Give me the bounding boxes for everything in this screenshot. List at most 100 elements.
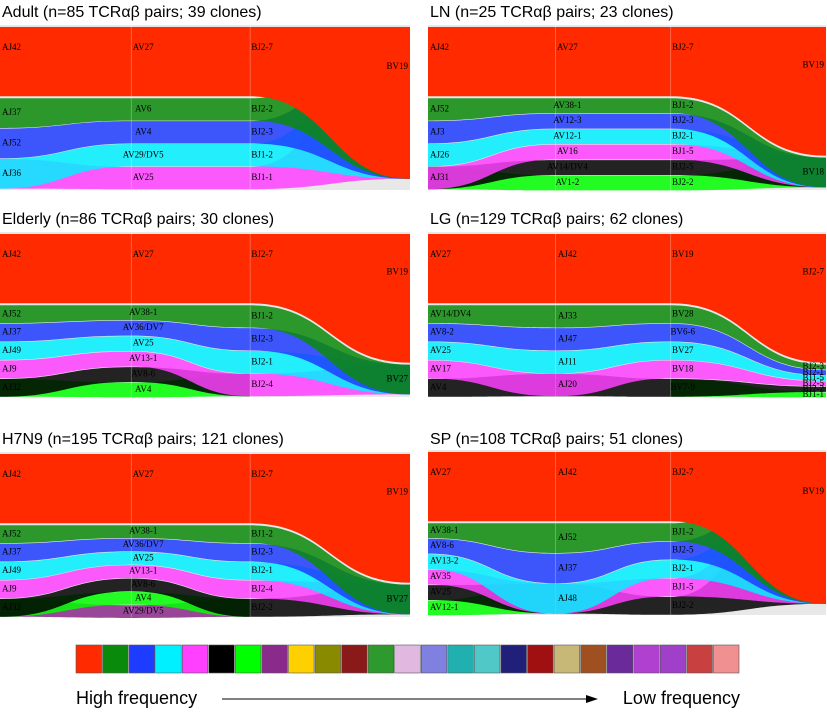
flow: [555, 523, 671, 553]
segment-label: AJ49: [2, 345, 22, 355]
segment-label: BJ2-2: [672, 600, 694, 610]
flow: [428, 305, 556, 328]
alluvial-panel: LN (n=25 TCRαβ pairs; 23 clones) AJ42 AJ52…: [428, 4, 826, 191]
segment-label: BJ2-5: [672, 545, 694, 555]
color-swatch: [155, 644, 182, 674]
segment-label: AV8-6: [131, 369, 155, 379]
segment-label: BV19: [386, 61, 408, 71]
flow: [428, 452, 556, 522]
flow: [0, 144, 132, 189]
color-swatch: [261, 644, 288, 674]
segment-label: BV6-6: [671, 327, 696, 337]
segment-label: AJ42: [558, 249, 577, 259]
segment-label: BJ2-3: [251, 126, 273, 136]
segment-label: AV16: [557, 146, 578, 156]
segment-label: AV35: [430, 571, 451, 581]
segment-label: BJ1-1: [802, 389, 824, 399]
segment-label: BJ2-3: [251, 547, 273, 557]
segment-label: AV25: [430, 587, 451, 597]
segment-label: AV4: [430, 382, 447, 392]
flow: [131, 578, 251, 617]
segment-label: AJ52: [2, 528, 21, 538]
flow: [0, 367, 132, 397]
segment-label: BV19: [386, 487, 408, 497]
flow: [555, 234, 671, 304]
flow: [555, 98, 671, 114]
flow: [0, 454, 132, 524]
flow: [428, 98, 556, 121]
flow: [428, 360, 556, 397]
segment-label: AJ49: [2, 565, 22, 575]
segment-label: AJ31: [430, 172, 449, 182]
color-swatch: [314, 644, 341, 674]
flow: [0, 351, 132, 379]
segment-label: BJ2-2: [802, 383, 824, 393]
segment-label: BJ2-5: [672, 162, 694, 172]
color-swatch: [367, 644, 395, 674]
alluvial-panel: LG (n=129 TCRαβ pairs; 62 clones) AV27 AV1…: [428, 211, 826, 399]
segment-label: AJ47: [558, 333, 578, 343]
segment-label: BJ2-7: [251, 42, 273, 52]
flow: [428, 523, 556, 553]
flow: [555, 323, 671, 351]
segment-label: AJ37: [2, 107, 22, 117]
flow: [0, 578, 132, 617]
flow: [0, 98, 132, 128]
flow: [428, 554, 556, 614]
segment-label: AV8-2: [430, 327, 454, 337]
flow: [131, 454, 251, 524]
flow: [131, 336, 251, 374]
segment-label: BJ1-2: [672, 526, 694, 536]
segment-label: AV4: [135, 126, 152, 136]
flow: [670, 27, 826, 156]
segment-label: BJ1-5: [672, 582, 694, 592]
segment-label: AV14/DV4: [547, 162, 588, 172]
segment-label: AJ26: [430, 149, 450, 159]
panels: Adult (n=85 TCRαβ pairs; 39 clones) AJ42 A…: [0, 4, 826, 618]
flow: [131, 305, 251, 328]
flow: [131, 551, 251, 580]
segment-label: BJ2-5: [802, 378, 824, 388]
segment-label: AV14/DV4: [430, 308, 471, 318]
flow: [670, 305, 826, 370]
segment-label: AV12-1: [430, 602, 458, 612]
segment-label: BJ2-1: [672, 563, 694, 573]
color-swatch: [102, 644, 129, 674]
segment-label: BV7-9: [671, 382, 696, 392]
flow: [555, 175, 671, 191]
segment-label: BV18: [672, 364, 694, 374]
flow: [131, 166, 251, 190]
color-swatch: [660, 644, 687, 674]
flow: [670, 323, 826, 376]
segment-label: AV27: [557, 42, 578, 52]
segment-label: BJ2-3: [802, 361, 824, 371]
flow: [0, 320, 132, 342]
segment-label: BJ1-2: [251, 149, 273, 159]
segment-label: AV25: [133, 338, 154, 348]
segment-label: AJ42: [2, 469, 21, 479]
segment-label: AV8-6: [131, 579, 155, 589]
segment-label: AJ9: [2, 584, 17, 594]
flow: [131, 27, 251, 97]
flow: [555, 160, 671, 175]
low-frequency-label: Low frequency: [623, 688, 740, 708]
segment-label: AJ42: [558, 467, 577, 477]
flow: [428, 342, 556, 374]
color-swatch: [527, 644, 554, 674]
segment-label: AV17: [430, 364, 451, 374]
flow: [131, 144, 251, 167]
segment-label: BV19: [672, 249, 694, 259]
segment-label: AJ52: [430, 104, 449, 114]
segment-label: AV4: [135, 592, 152, 602]
flow: [0, 525, 132, 544]
segment-label: AJ42: [2, 249, 21, 259]
color-swatch: [580, 644, 607, 674]
segment-label: BJ1-1: [251, 172, 273, 182]
flow: [428, 234, 556, 304]
alluvial-panel: SP (n=108 TCRαβ pairs; 51 clones) AV27 AV3…: [428, 431, 826, 616]
flow: [250, 234, 410, 363]
segment-label: AJ9: [2, 364, 17, 374]
flow: [670, 342, 826, 381]
segment-label: BJ1-2: [672, 100, 694, 110]
color-swatch: [633, 644, 660, 674]
